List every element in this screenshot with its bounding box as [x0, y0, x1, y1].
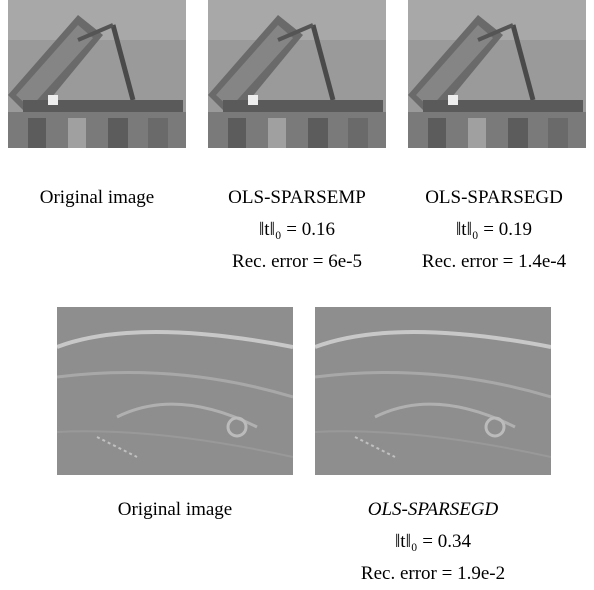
caption-title: OLS-SPARSEGD	[367, 499, 499, 520]
sparsity: ‖t‖₀ = 0.19	[455, 219, 533, 240]
caption: OLS-SPARSEGD ‖t‖₀ = 0.19 Rec. error = 1.…	[394, 182, 594, 278]
caption-title: Original image	[117, 499, 233, 520]
caption-title: OLS-SPARSEGD	[425, 187, 563, 208]
rec-error: Rec. error = 6e-5	[232, 251, 362, 272]
image	[208, 0, 386, 148]
image	[57, 307, 293, 475]
rec-error: Rec. error = 1.4e-4	[421, 251, 567, 272]
caption-title: OLS-SPARSEMP	[228, 187, 366, 208]
image	[8, 0, 186, 148]
image	[408, 0, 586, 148]
caption-title: Original image	[39, 187, 155, 208]
caption: OLS-SPARSEGD ‖t‖₀ = 0.34 Rec. error = 1.…	[315, 494, 551, 590]
caption: Original image	[57, 494, 293, 526]
caption: OLS-SPARSEMP ‖t‖₀ = 0.16 Rec. error = 6e…	[197, 182, 397, 278]
image	[315, 307, 551, 475]
sparsity: ‖t‖₀ = 0.16	[258, 219, 336, 240]
caption: Original image	[0, 182, 194, 214]
rec-error: Rec. error = 1.9e-2	[360, 563, 506, 584]
sparsity: ‖t‖₀ = 0.34	[394, 531, 472, 552]
